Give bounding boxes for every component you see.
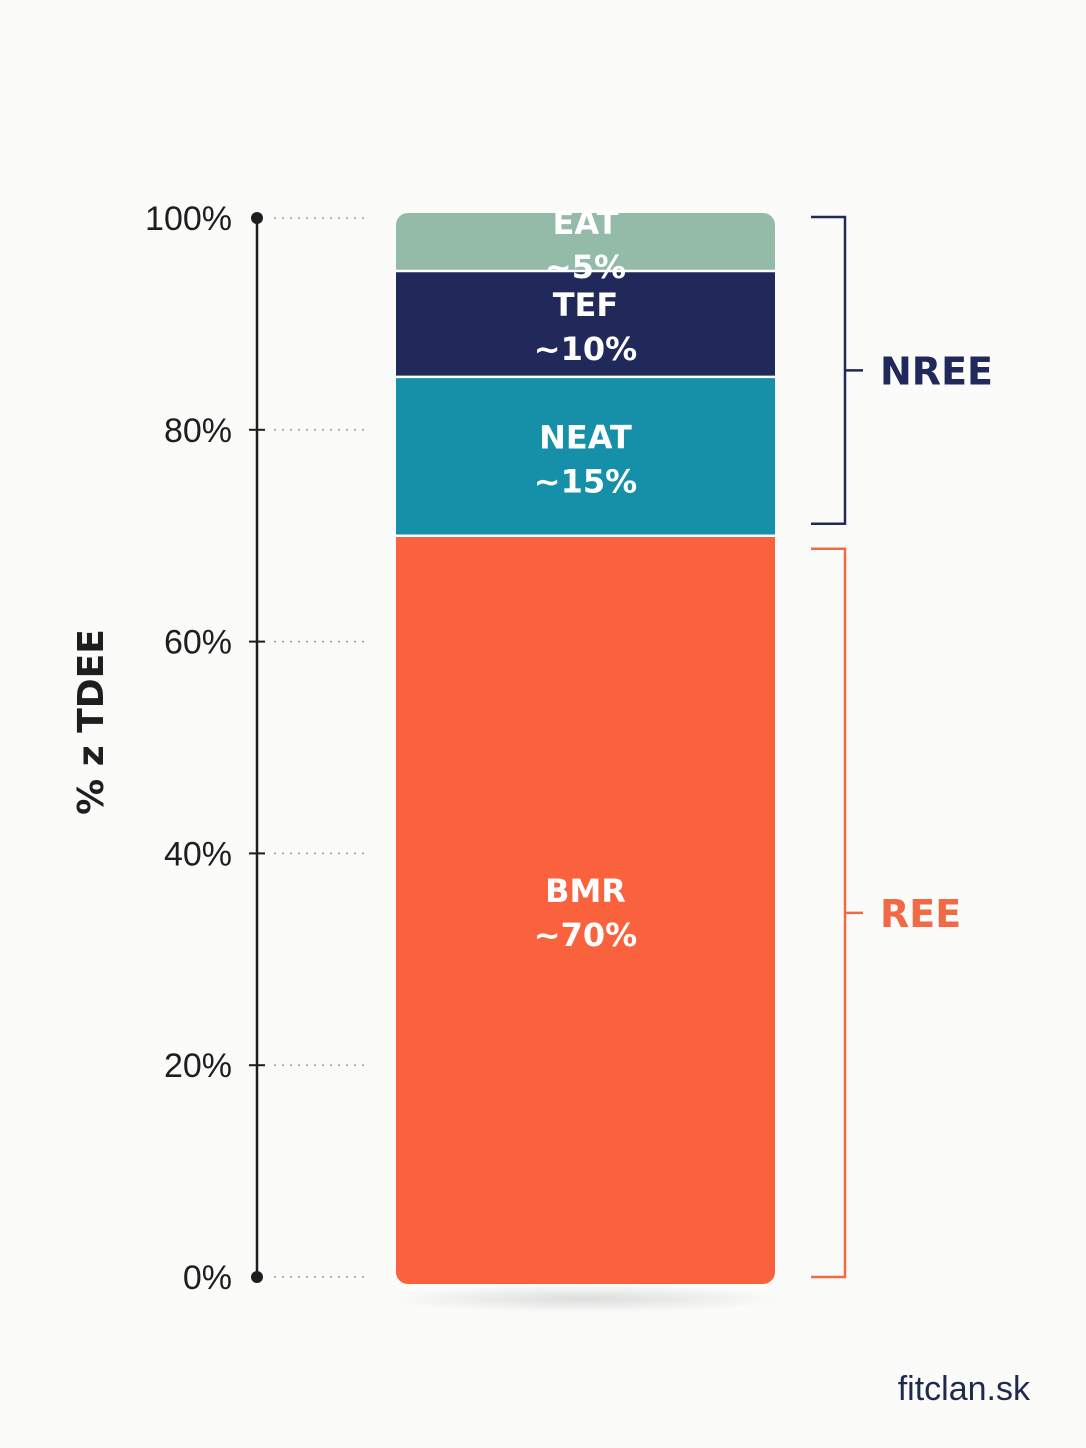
segment-tef (396, 270, 775, 377)
segment-eat (396, 213, 775, 271)
bracket-ree (811, 547, 863, 1279)
y-tick-label: 0% (183, 1259, 232, 1297)
y-tick-label: 20% (164, 1047, 232, 1085)
axis-end-dot (251, 212, 263, 224)
segment-neat (396, 376, 775, 536)
segment-neat-name: NEAT (539, 418, 632, 456)
segment-bmr-value: ~70% (534, 916, 637, 954)
bar-shadow (385, 1285, 785, 1313)
bracket-nree-label: NREE (880, 349, 993, 393)
segment-tef-name: TEF (553, 286, 619, 324)
source-label: fitclan.sk (898, 1370, 1031, 1408)
segment-neat-value: ~15% (534, 462, 637, 500)
segment-eat-name: EAT (553, 204, 619, 242)
brackets: REE NREE (811, 215, 993, 1279)
segment-tef-value: ~10% (534, 330, 637, 368)
y-tick-label: 80% (164, 412, 232, 450)
y-axis: 0% 20% 40% 60% 80% 100% (145, 200, 370, 1297)
bracket-ree-label: REE (880, 892, 961, 936)
segment-eat-value: ~5% (545, 248, 626, 286)
axis-end-dot (251, 1271, 263, 1283)
y-tick-label: 60% (164, 624, 232, 662)
segment-bmr-name: BMR (545, 872, 626, 910)
y-axis-title: % z TDEE (71, 629, 112, 815)
bracket-nree (811, 215, 863, 525)
y-tick-label: 40% (164, 835, 232, 873)
y-tick-label: 100% (145, 200, 232, 238)
segment-bmr (396, 535, 775, 1284)
stacked-bar: BMR ~70% NEAT ~15% TEF ~10% EAT ~5% (396, 204, 775, 1284)
